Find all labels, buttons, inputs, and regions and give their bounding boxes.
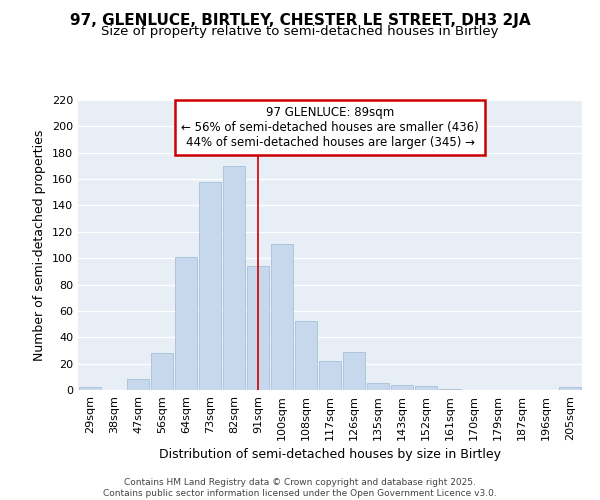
Bar xyxy=(199,182,221,390)
Bar xyxy=(415,386,437,390)
Bar xyxy=(79,388,101,390)
Bar xyxy=(559,388,581,390)
Bar xyxy=(391,384,413,390)
Text: 97 GLENLUCE: 89sqm
← 56% of semi-detached houses are smaller (436)
44% of semi-d: 97 GLENLUCE: 89sqm ← 56% of semi-detache… xyxy=(181,106,479,149)
Text: Size of property relative to semi-detached houses in Birtley: Size of property relative to semi-detach… xyxy=(101,25,499,38)
Bar xyxy=(439,388,461,390)
Bar xyxy=(247,266,269,390)
Text: Contains HM Land Registry data © Crown copyright and database right 2025.
Contai: Contains HM Land Registry data © Crown c… xyxy=(103,478,497,498)
Bar xyxy=(151,353,173,390)
Bar xyxy=(343,352,365,390)
X-axis label: Distribution of semi-detached houses by size in Birtley: Distribution of semi-detached houses by … xyxy=(159,448,501,461)
Bar xyxy=(295,322,317,390)
Bar xyxy=(271,244,293,390)
Bar xyxy=(223,166,245,390)
Bar xyxy=(367,384,389,390)
Bar xyxy=(175,257,197,390)
Text: 97, GLENLUCE, BIRTLEY, CHESTER LE STREET, DH3 2JA: 97, GLENLUCE, BIRTLEY, CHESTER LE STREET… xyxy=(70,12,530,28)
Bar xyxy=(127,380,149,390)
Y-axis label: Number of semi-detached properties: Number of semi-detached properties xyxy=(34,130,46,360)
Bar xyxy=(319,361,341,390)
